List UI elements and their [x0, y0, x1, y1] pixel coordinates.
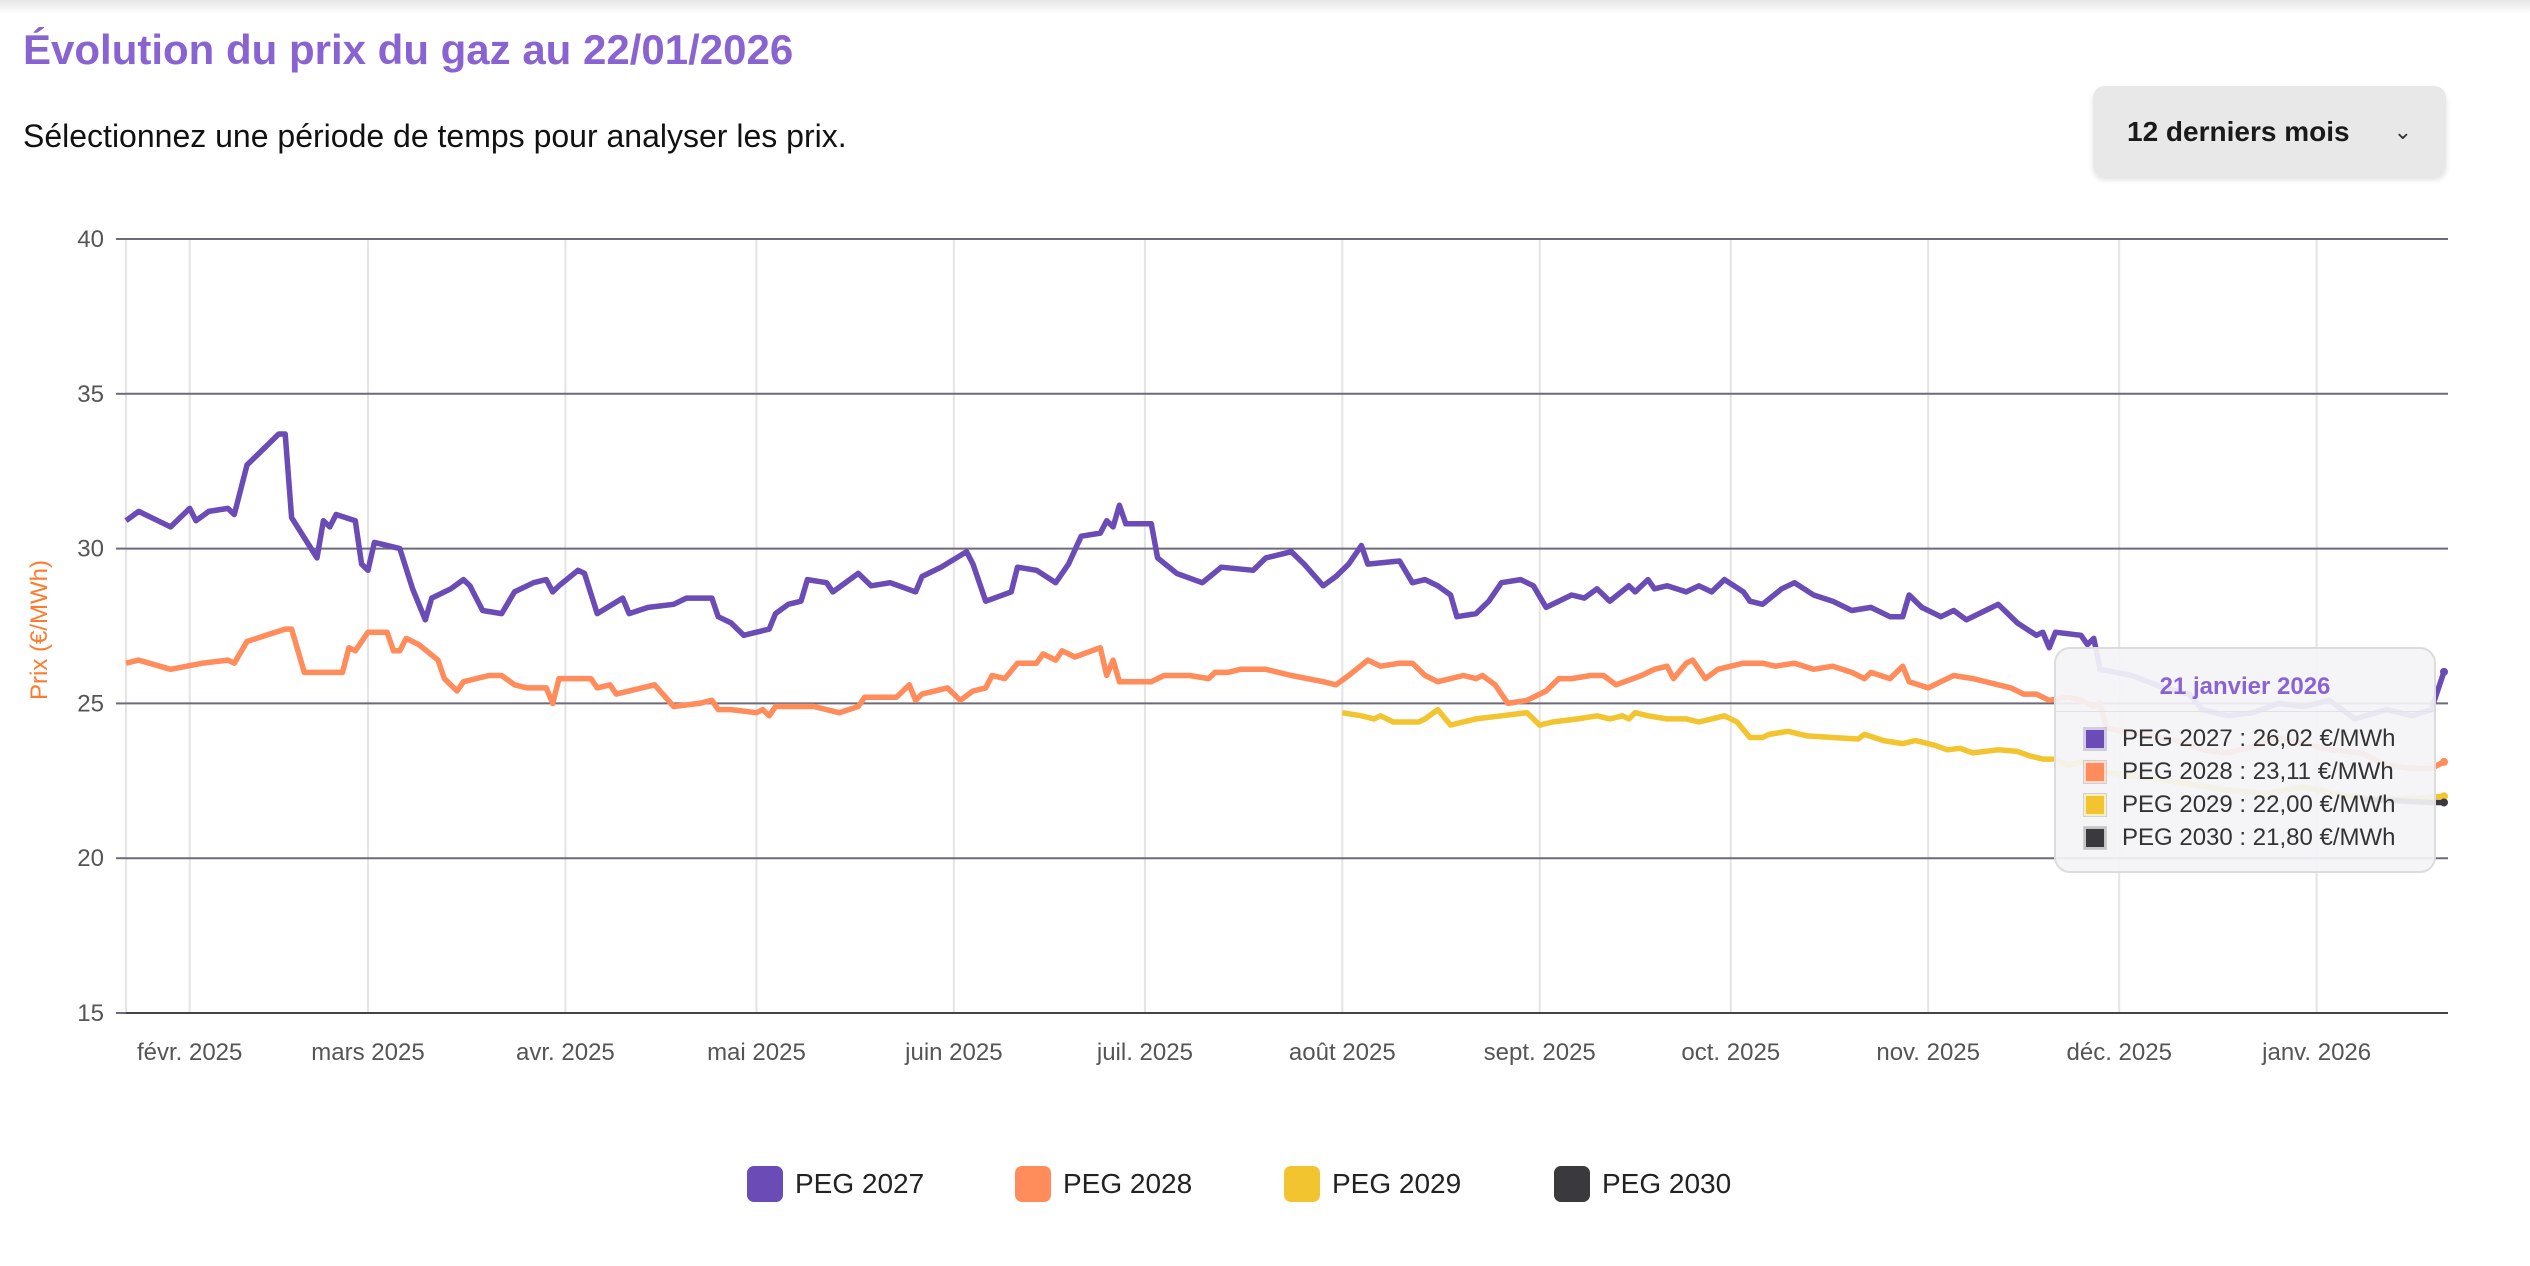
series-point — [2440, 792, 2448, 801]
y-tick-label: 40 — [77, 226, 104, 253]
y-axis-label: Prix (€/MWh) — [26, 560, 53, 700]
page-subtitle: Sélectionnez une période de temps pour a… — [23, 118, 847, 154]
tooltip-value: PEG 2030 : 21,80 €/MWh — [2122, 823, 2396, 851]
x-tick-label: mars 2025 — [311, 1039, 424, 1066]
x-tick-label: déc. 2025 — [2067, 1039, 2172, 1066]
legend-swatch-icon — [747, 1166, 783, 1202]
x-tick-label: juil. 2025 — [1096, 1039, 1193, 1066]
legend-label: PEG 2030 — [1602, 1168, 1732, 1199]
y-tick-label: 35 — [77, 381, 104, 408]
series-swatch-icon — [2083, 825, 2107, 850]
y-tick-label: 30 — [77, 536, 104, 563]
legend-swatch-icon — [1284, 1166, 1320, 1202]
y-tick-label: 25 — [77, 690, 104, 717]
x-tick-label: août 2025 — [1289, 1039, 1396, 1066]
x-tick-label: mai 2025 — [707, 1039, 806, 1066]
series-swatch-icon — [2083, 726, 2107, 751]
x-tick-label: oct. 2025 — [1681, 1039, 1780, 1066]
chevron-down-icon: ⌄ — [2393, 118, 2412, 144]
tooltip-value: PEG 2027 : 26,02 €/MWh — [2122, 724, 2396, 752]
legend-label: PEG 2029 — [1332, 1168, 1462, 1199]
x-tick-label: janv. 2026 — [2261, 1039, 2371, 1066]
tooltip-value: PEG 2029 : 22,00 €/MWh — [2122, 790, 2396, 818]
top-shadow — [0, 0, 2530, 14]
series-line-peg-2027 — [124, 431, 2447, 722]
x-tick-label: nov. 2025 — [1876, 1039, 1980, 1066]
x-tick-label: juin 2025 — [904, 1039, 1002, 1066]
legend-label: PEG 2028 — [1063, 1168, 1193, 1199]
legend-label: PEG 2027 — [795, 1168, 925, 1199]
series-point — [2440, 667, 2448, 676]
series-swatch-icon — [2083, 792, 2107, 817]
legend-swatch-icon — [1554, 1166, 1590, 1202]
series-point — [2440, 798, 2448, 807]
series-line-peg-2028 — [125, 626, 2446, 772]
x-tick-label: févr. 2025 — [137, 1039, 242, 1066]
period-select-value: 12 derniers mois — [2127, 115, 2350, 147]
tooltip-value: PEG 2028 : 23,11 €/MWh — [2122, 757, 2394, 785]
tooltip-date: 21 janvier 2026 — [2056, 673, 2434, 712]
series-point — [2440, 757, 2448, 766]
legend-swatch-icon — [1015, 1166, 1051, 1202]
tooltip-row: PEG 2027 : 26,02 €/MWh — [2083, 722, 2406, 755]
period-select[interactable]: 12 derniers mois ⌄ — [2093, 86, 2446, 177]
page-title: Évolution du prix du gaz au 22/01/2026 — [23, 26, 794, 73]
legend-item-peg-2028[interactable]: PEG 2028 — [1015, 1166, 1192, 1202]
legend-item-peg-2030[interactable]: PEG 2030 — [1554, 1166, 1731, 1202]
tooltip-row: PEG 2030 : 21,80 €/MWh — [2083, 821, 2406, 854]
x-tick-label: sept. 2025 — [1484, 1039, 1596, 1066]
chart-tooltip: 21 janvier 2026 PEG 2027 : 26,02 €/MWh PE… — [2054, 647, 2436, 873]
tooltip-row: PEG 2029 : 22,00 €/MWh — [2083, 788, 2406, 821]
legend-item-peg-2029[interactable]: PEG 2029 — [1284, 1166, 1461, 1202]
x-tick-label: avr. 2025 — [516, 1039, 615, 1066]
y-tick-label: 15 — [77, 1000, 104, 1027]
series-swatch-icon — [2083, 759, 2107, 784]
chart-legend: PEG 2027 PEG 2028 PEG 2029 PEG 2030 — [0, 1166, 2530, 1206]
y-tick-label: 20 — [77, 845, 104, 872]
tooltip-row: PEG 2028 : 23,11 €/MWh — [2083, 755, 2406, 788]
legend-item-peg-2027[interactable]: PEG 2027 — [747, 1166, 924, 1202]
